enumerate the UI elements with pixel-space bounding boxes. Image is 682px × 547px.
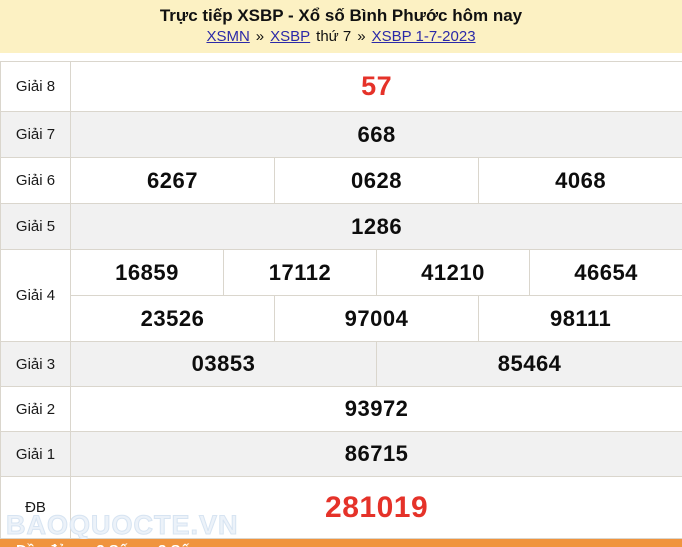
breadcrumb-separator: »: [357, 28, 366, 45]
prize-number: 668: [69, 111, 682, 158]
prize-row-db: ĐB 281019: [0, 476, 682, 539]
breadcrumb-link-xsbp[interactable]: XSBP: [270, 28, 311, 45]
prize-number: 0628: [274, 157, 479, 204]
breadcrumb: XSMN » XSBP thứ 7 » XSBP 1-7-2023: [0, 28, 682, 46]
tab-3-so[interactable]: 3 Số: [158, 542, 190, 547]
prize-row-8: Giải 8 57: [0, 61, 682, 112]
breadcrumb-weekday: thứ 7: [316, 28, 352, 45]
footer-tab-bar: Đầy đủ 2 Số 3 Số: [0, 539, 682, 547]
tab-2-so[interactable]: 2 Số: [96, 542, 128, 547]
prize-number: 6267: [70, 157, 275, 204]
prize-label: Giải 3: [0, 341, 71, 387]
prize-label: Giải 6: [0, 157, 71, 204]
prize-number: 86715: [69, 431, 682, 477]
prize-number: 98111: [477, 295, 682, 342]
prize-label: Giải 1: [0, 431, 71, 477]
prize-label: Giải 5: [0, 203, 71, 250]
prize-row-7: Giải 7 668: [0, 111, 682, 158]
prize-number: 93972: [69, 386, 682, 432]
prize-row-5: Giải 5 1286: [0, 203, 682, 250]
prize-number: 1286: [69, 203, 682, 250]
prize-row-3: Giải 3 03853 85464: [0, 341, 682, 387]
prize-row-4b: 23526 97004 98111: [1, 295, 682, 342]
prize-number: 03853: [70, 341, 377, 387]
breadcrumb-separator: »: [255, 28, 265, 45]
prize-row-2: Giải 2 93972: [0, 386, 682, 432]
prize-number: 46654: [528, 249, 682, 296]
prize-number: 16859: [70, 249, 224, 296]
prize-label: Giải 2: [0, 386, 71, 432]
prize-number: 23526: [70, 295, 275, 342]
prize-label: Giải 4: [0, 249, 71, 342]
prize-number: 4068: [477, 157, 682, 204]
prize-number: 85464: [375, 341, 682, 387]
results-table: Giải 8 57 Giải 7 668 Giải 6 6267 0628 40…: [0, 61, 682, 539]
prize-number: 17112: [223, 249, 377, 296]
breadcrumb-link-date[interactable]: XSBP 1-7-2023: [371, 28, 476, 45]
prize-number: 281019: [69, 476, 682, 539]
tab-day-du[interactable]: Đầy đủ: [16, 542, 66, 547]
prize-number: 97004: [274, 295, 479, 342]
prize-label: Giải 7: [0, 111, 71, 158]
prize-number: 41210: [376, 249, 530, 296]
page-title: Trực tiếp XSBP - Xổ số Bình Phước hôm na…: [159, 6, 523, 25]
prize-label: Giải 8: [0, 61, 71, 112]
prize-row-4: Giải 4 16859 17112 41210 46654: [0, 249, 682, 342]
prize-row-6: Giải 6 6267 0628 4068: [0, 157, 682, 204]
prize-number: 57: [69, 61, 682, 112]
breadcrumb-link-xsmn[interactable]: XSMN: [206, 28, 250, 45]
prize-label: ĐB: [0, 476, 71, 539]
widget-header: Trực tiếp XSBP - Xổ số Bình Phước hôm na…: [0, 0, 682, 53]
prize-row-1: Giải 1 86715: [0, 431, 682, 477]
